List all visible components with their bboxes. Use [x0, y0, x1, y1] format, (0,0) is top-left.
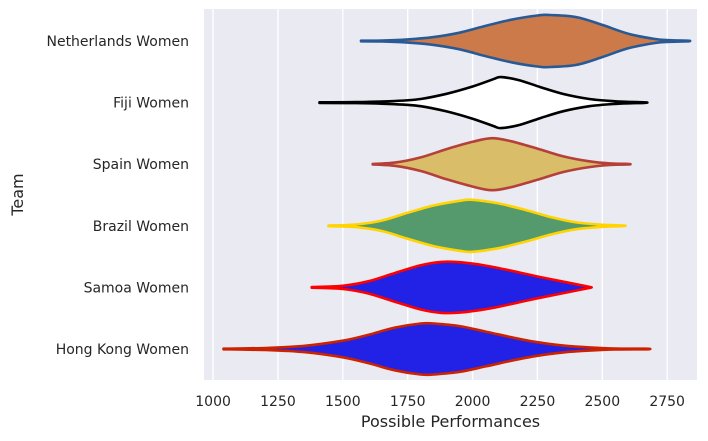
violin-samoa-women	[310, 260, 594, 315]
y-tick-label: Hong Kong Women	[56, 342, 189, 358]
plot-background	[204, 9, 697, 380]
grid-lines	[212, 9, 668, 380]
x-tick-label: 2250	[520, 394, 556, 410]
y-tick-label: Spain Women	[93, 157, 189, 173]
x-tick-label: 2750	[649, 394, 685, 410]
y-tick-label: Brazil Women	[93, 219, 189, 235]
x-tick-label: 2500	[584, 394, 620, 410]
y-tick-labels: Netherlands Women Fiji Women Spain Women Br…	[46, 34, 189, 358]
x-tick-labels: 1000 1250 1500 1750 2000 2250 2500 2750	[195, 394, 685, 410]
y-tick-label: Netherlands Women	[46, 34, 189, 50]
violin-fiji-women	[318, 75, 649, 130]
x-tick-label: 1250	[260, 394, 296, 410]
x-tick-label: 2000	[455, 394, 491, 410]
violin-spain-women	[371, 136, 632, 192]
x-tick-label: 1000	[195, 394, 231, 410]
y-tick-label: Samoa Women	[84, 280, 189, 296]
x-axis-label: Possible Performances	[361, 412, 540, 431]
violin-hong-kong-women	[222, 321, 652, 377]
y-axis-label: Team	[8, 173, 27, 216]
violin-brazil-women	[327, 198, 627, 254]
x-tick-label: 1750	[390, 394, 426, 410]
violins	[222, 13, 692, 377]
x-tick-label: 1500	[325, 394, 361, 410]
violin-netherlands-women	[359, 13, 692, 69]
y-tick-label: Fiji Women	[113, 96, 189, 112]
